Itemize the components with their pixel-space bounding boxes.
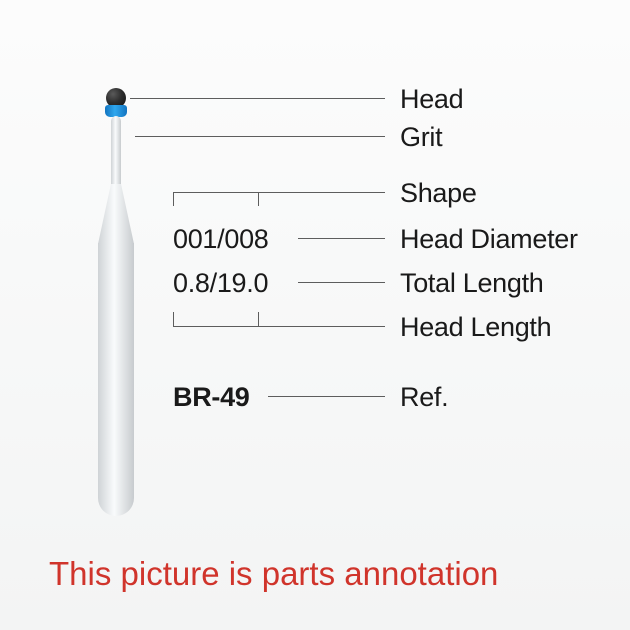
bracket-top-left-tick [173, 192, 174, 206]
label-head: Head [400, 84, 463, 115]
bracket-top-mid-tick [258, 192, 259, 206]
bracket-bottom-left-tick [173, 312, 174, 326]
bracket-top [173, 192, 385, 193]
lead-line-head-diameter [298, 238, 385, 239]
bracket-bottom [173, 326, 385, 327]
lead-line-total-length [298, 282, 385, 283]
diagram-stage: Head Grit Shape Head Diameter Total Leng… [0, 0, 630, 630]
dental-bur-illustration [98, 88, 134, 518]
caption-text: This picture is parts annotation [49, 555, 498, 593]
value-head-diameter: 001/008 [173, 224, 269, 255]
value-total-length: 0.8/19.0 [173, 268, 268, 299]
label-shape: Shape [400, 178, 477, 209]
label-grit: Grit [400, 122, 442, 153]
label-total-length: Total Length [400, 268, 544, 299]
lead-line-head [130, 98, 385, 99]
label-head-diameter: Head Diameter [400, 224, 578, 255]
bur-neck [111, 116, 121, 188]
bur-taper [98, 184, 134, 244]
bur-shank-tip [98, 486, 134, 516]
lead-line-ref [268, 396, 385, 397]
bur-shank [98, 243, 134, 488]
bracket-bottom-mid-tick [258, 312, 259, 326]
label-ref: Ref. [400, 382, 448, 413]
value-ref: BR-49 [173, 382, 250, 413]
label-head-length: Head Length [400, 312, 551, 343]
lead-line-grit [135, 136, 385, 137]
